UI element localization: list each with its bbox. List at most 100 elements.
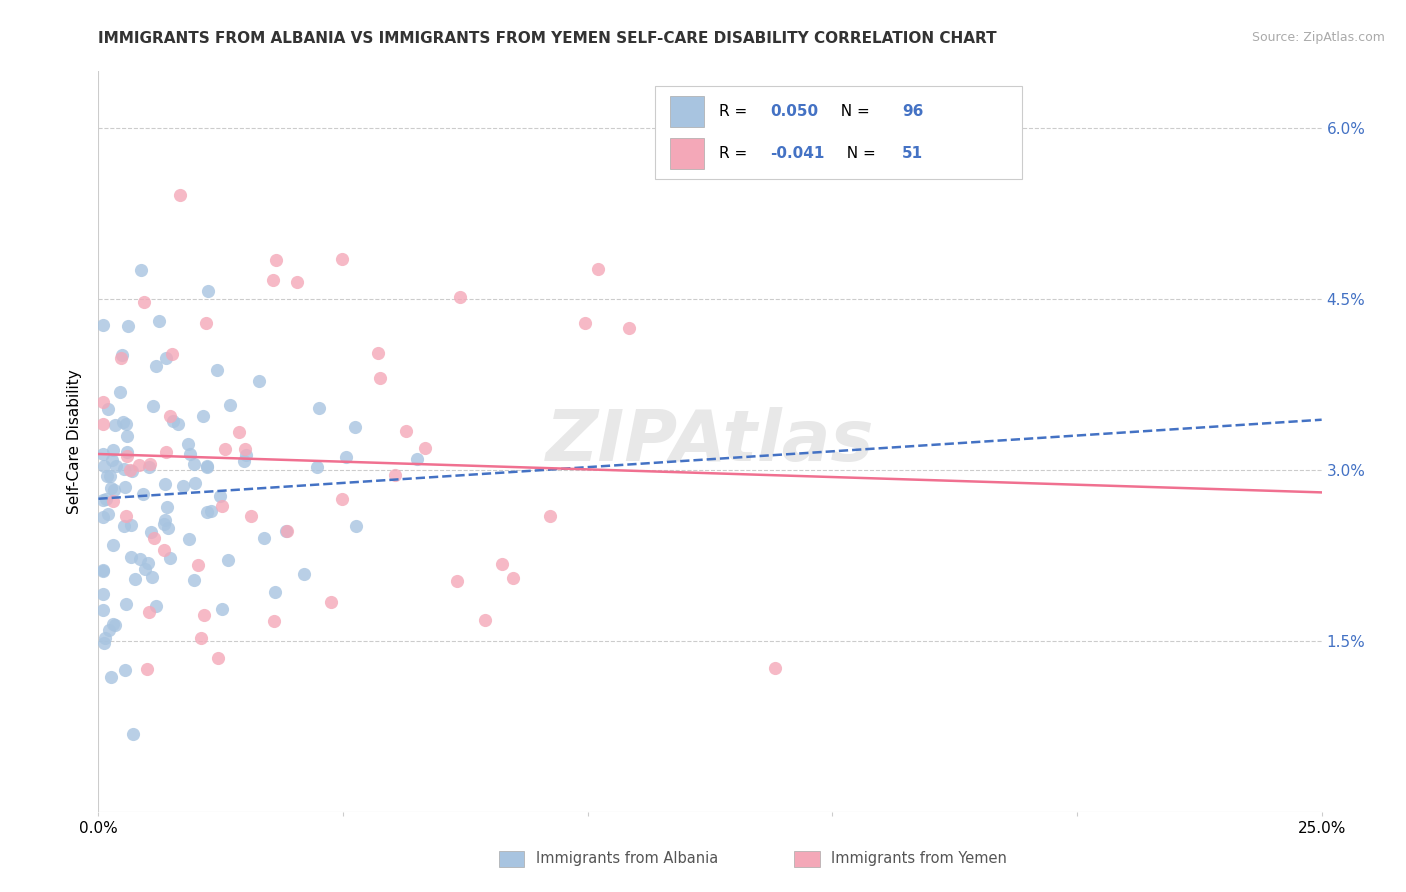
Text: IMMIGRANTS FROM ALBANIA VS IMMIGRANTS FROM YEMEN SELF-CARE DISABILITY CORRELATIO: IMMIGRANTS FROM ALBANIA VS IMMIGRANTS FR…: [98, 31, 997, 46]
Point: [110, 351, 132, 365]
Point: [91, 564, 114, 578]
Point: [177, 532, 200, 546]
Point: [153, 542, 176, 557]
Point: [330, 491, 353, 506]
Point: [263, 614, 285, 628]
Point: [132, 295, 155, 310]
Point: [502, 571, 524, 585]
Point: [129, 263, 152, 277]
Text: R =: R =: [718, 146, 752, 161]
Point: [103, 494, 125, 508]
Point: [111, 415, 134, 429]
Point: [262, 273, 284, 287]
Point: [115, 449, 138, 463]
Point: [335, 450, 357, 465]
Point: [141, 525, 163, 540]
Point: [91, 417, 114, 431]
Text: Immigrants from Yemen: Immigrants from Yemen: [831, 852, 1007, 866]
Point: [574, 317, 596, 331]
Point: [112, 462, 135, 476]
Text: ZIPAtlas: ZIPAtlas: [546, 407, 875, 476]
Point: [538, 508, 561, 523]
Point: [97, 402, 120, 417]
Point: [263, 585, 285, 599]
Point: [211, 499, 233, 513]
Point: [112, 518, 135, 533]
Point: [159, 409, 181, 424]
Point: [233, 454, 256, 468]
Point: [233, 442, 256, 456]
Point: [91, 602, 114, 616]
Point: [200, 504, 222, 518]
Point: [104, 618, 127, 632]
Point: [207, 363, 229, 377]
Point: [101, 538, 124, 552]
Text: -0.041: -0.041: [770, 146, 824, 161]
Point: [120, 463, 142, 477]
Point: [129, 551, 152, 566]
Point: [94, 492, 117, 507]
Point: [235, 448, 257, 462]
Point: [368, 371, 391, 385]
Point: [114, 597, 136, 611]
Point: [179, 447, 201, 461]
Point: [187, 558, 209, 572]
Point: [91, 493, 114, 508]
Point: [184, 475, 207, 490]
Point: [155, 351, 177, 366]
Point: [91, 563, 114, 577]
Point: [138, 556, 160, 570]
Point: [344, 518, 367, 533]
Point: [586, 262, 609, 277]
Point: [193, 409, 215, 423]
Point: [195, 460, 218, 475]
Point: [101, 452, 124, 467]
Point: [474, 613, 496, 627]
Point: [172, 479, 194, 493]
Text: N =: N =: [837, 146, 882, 161]
Point: [132, 487, 155, 501]
Point: [104, 418, 127, 433]
Point: [266, 252, 288, 267]
Point: [159, 550, 181, 565]
Point: [91, 395, 114, 409]
Point: [143, 531, 166, 545]
Point: [94, 631, 117, 645]
Point: [111, 348, 134, 362]
Point: [177, 437, 200, 451]
Point: [197, 284, 219, 298]
Point: [93, 636, 115, 650]
Point: [208, 489, 231, 503]
Point: [91, 587, 114, 601]
Point: [134, 562, 156, 576]
Point: [413, 441, 436, 455]
Point: [308, 401, 330, 415]
Point: [98, 623, 121, 637]
Point: [98, 469, 121, 483]
Point: [138, 605, 160, 619]
Point: [449, 290, 471, 304]
Point: [121, 726, 143, 740]
Point: [193, 607, 215, 622]
Point: [167, 417, 190, 431]
Point: [274, 524, 297, 538]
Text: 0.050: 0.050: [770, 103, 818, 119]
Point: [124, 572, 146, 586]
Point: [343, 419, 366, 434]
Point: [128, 458, 150, 472]
Point: [195, 506, 218, 520]
Point: [330, 252, 353, 266]
Point: [97, 508, 120, 522]
Point: [91, 510, 114, 524]
Point: [617, 321, 640, 335]
Point: [135, 662, 157, 676]
Point: [253, 531, 276, 545]
Point: [228, 425, 250, 440]
Point: [93, 458, 115, 473]
Point: [285, 275, 308, 289]
Point: [169, 188, 191, 202]
Point: [117, 445, 139, 459]
Point: [138, 459, 160, 474]
Point: [207, 651, 229, 665]
Point: [121, 465, 143, 479]
